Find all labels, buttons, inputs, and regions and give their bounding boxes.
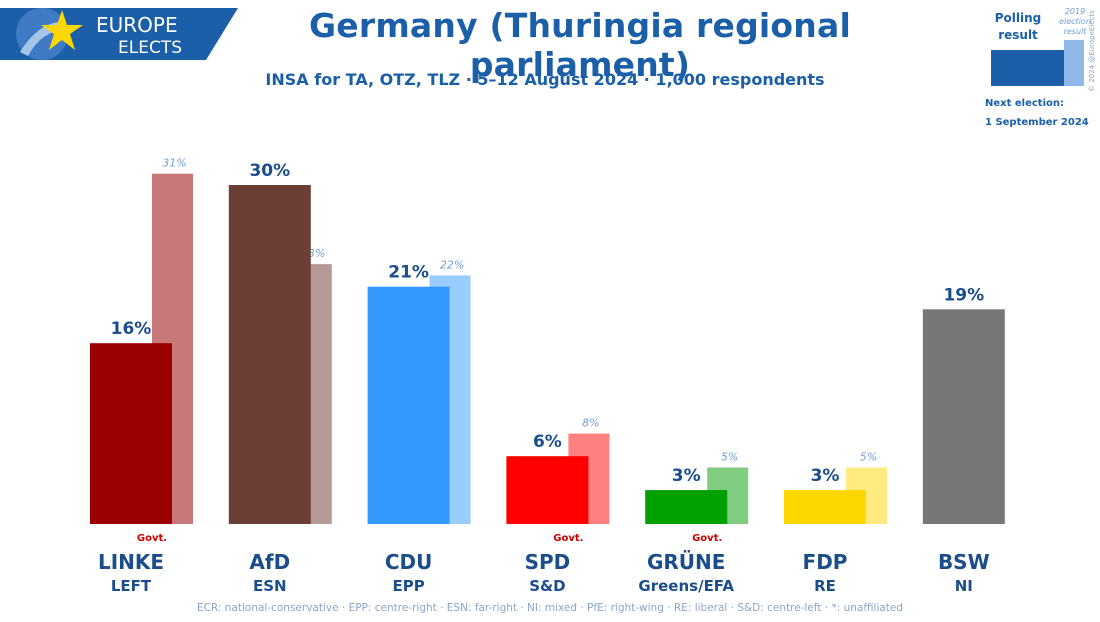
label-poll-linke: 16% bbox=[111, 319, 152, 339]
bar-poll-spd bbox=[506, 456, 589, 524]
bar-poll-fdp bbox=[784, 490, 866, 524]
govt-label-grne: Govt. bbox=[692, 533, 722, 544]
bar-poll-linke bbox=[90, 343, 172, 524]
govt-label-linke: Govt. bbox=[137, 533, 167, 544]
logo-text-elects: ELECTS bbox=[118, 38, 182, 58]
label-2019-cdu: 22% bbox=[440, 258, 464, 271]
label-2019-fdp: 5% bbox=[860, 451, 877, 464]
europe-elects-logo: EUROPE ELECTS bbox=[0, 8, 238, 60]
party-group-fdp: RE bbox=[814, 577, 836, 595]
label-2019-spd: 8% bbox=[582, 417, 599, 430]
party-name-bsw: BSW bbox=[938, 550, 990, 574]
legend-election-label-3: result bbox=[1064, 27, 1088, 36]
party-name-spd: SPD bbox=[525, 550, 571, 574]
legend-polling-label-2: result bbox=[998, 28, 1038, 42]
legend-polling-label-1: Polling bbox=[995, 11, 1042, 25]
next-election-date: 1 September 2024 bbox=[985, 117, 1089, 128]
label-2019-linke: 31% bbox=[162, 157, 186, 170]
label-2019-grne: 5% bbox=[721, 451, 738, 464]
label-poll-spd: 6% bbox=[533, 432, 562, 452]
govt-label-spd: Govt. bbox=[553, 533, 583, 544]
next-election-label: Next election: bbox=[985, 98, 1064, 109]
chart-subtitle: INSA for TA, OTZ, TLZ · 5–12 August 2024… bbox=[265, 70, 825, 89]
legend-election-label-1: 2019 bbox=[1065, 7, 1085, 16]
bar-poll-cdu bbox=[367, 286, 450, 524]
chart-title: Germany (Thuringia regional parliament) bbox=[309, 6, 851, 84]
bar-poll-grne bbox=[645, 490, 728, 524]
party-name-fdp: FDP bbox=[803, 550, 848, 574]
label-poll-cdu: 21% bbox=[388, 263, 429, 283]
party-group-grne: Greens/EFA bbox=[638, 577, 734, 595]
bar-chart: 31%16%Govt.LINKELEFT23%30%AfDESN22%21%CD… bbox=[90, 157, 1005, 595]
label-poll-grne: 3% bbox=[672, 466, 701, 486]
party-name-afd: AfD bbox=[249, 550, 290, 574]
bar-poll-bsw bbox=[922, 309, 1005, 524]
legend-election-swatch bbox=[1064, 40, 1084, 86]
party-name-grne: GRÜNE bbox=[647, 550, 725, 574]
party-name-cdu: CDU bbox=[385, 550, 433, 574]
party-group-linke: LEFT bbox=[111, 577, 152, 595]
label-poll-bsw: 19% bbox=[943, 285, 984, 305]
legend-election-label-2: election bbox=[1059, 17, 1091, 26]
legend: Polling result 2019 election result © 20… bbox=[985, 7, 1096, 128]
label-poll-fdp: 3% bbox=[811, 466, 840, 486]
party-group-afd: ESN bbox=[253, 577, 287, 595]
label-poll-afd: 30% bbox=[249, 161, 290, 181]
party-name-linke: LINKE bbox=[98, 550, 164, 574]
star-icon bbox=[41, 10, 83, 50]
party-group-cdu: EPP bbox=[392, 577, 424, 595]
bar-poll-afd bbox=[228, 185, 311, 524]
legend-copyright: © 2024 @EuropeElects bbox=[1088, 10, 1096, 92]
logo-text-europe: EUROPE bbox=[96, 13, 178, 37]
legend-polling-swatch bbox=[991, 50, 1064, 86]
footnote: ECR: national-conservative · EPP: centre… bbox=[196, 602, 904, 614]
party-group-bsw: NI bbox=[955, 577, 973, 595]
party-group-spd: S&D bbox=[529, 577, 565, 595]
